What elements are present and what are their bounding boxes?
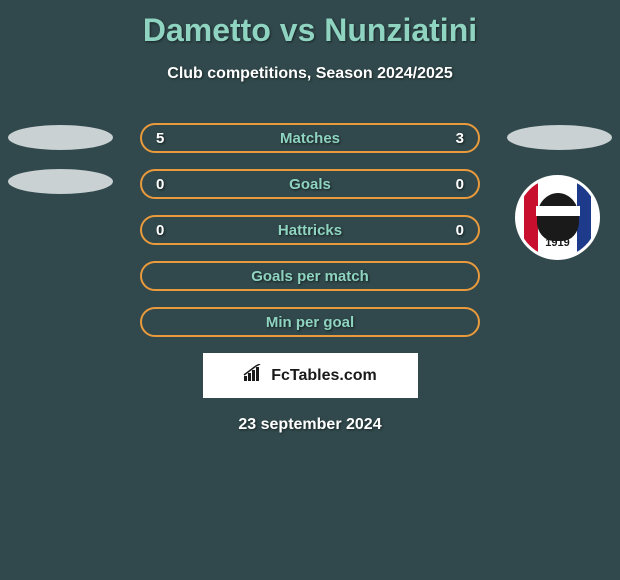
silhouette-icon: [8, 125, 113, 150]
logo-box: FcTables.com: [203, 353, 418, 398]
stat-row-min-per-goal: Min per goal: [140, 307, 480, 337]
badge-head-icon: [537, 193, 579, 241]
subtitle: Club competitions, Season 2024/2025: [0, 65, 620, 83]
stat-label: Goals per match: [251, 268, 369, 285]
logo-text: FcTables.com: [271, 367, 377, 385]
page-title: Dametto vs Nunziatini: [0, 0, 620, 49]
stat-right-value: 0: [444, 222, 464, 239]
player-right-avatar: [507, 125, 612, 150]
stat-label: Matches: [280, 130, 340, 147]
stat-left-value: 0: [156, 176, 176, 193]
stat-label: Goals: [289, 176, 331, 193]
stat-left-value: 0: [156, 222, 176, 239]
stat-label: Hattricks: [278, 222, 342, 239]
stat-right-value: 0: [444, 176, 464, 193]
stat-right-value: 3: [444, 130, 464, 147]
stat-left-value: 5: [156, 130, 176, 147]
silhouette-icon: [507, 125, 612, 150]
date-text: 23 september 2024: [0, 416, 620, 434]
stats-container: 5 Matches 3 0 Goals 0 0 Hattricks 0 Goal…: [0, 123, 620, 434]
badge-year: 1919: [545, 237, 569, 249]
club-badge: 1919: [515, 175, 600, 260]
badge-bandana-icon: [536, 206, 580, 216]
stat-row-matches: 5 Matches 3: [140, 123, 480, 153]
stat-row-goals-per-match: Goals per match: [140, 261, 480, 291]
stat-label: Min per goal: [266, 314, 354, 331]
badge-stripe-blue: [577, 178, 591, 257]
player-left-avatar: [8, 125, 113, 150]
stat-row-goals: 0 Goals 0: [140, 169, 480, 199]
stat-row-hattricks: 0 Hattricks 0: [140, 215, 480, 245]
chart-icon: [243, 364, 265, 387]
